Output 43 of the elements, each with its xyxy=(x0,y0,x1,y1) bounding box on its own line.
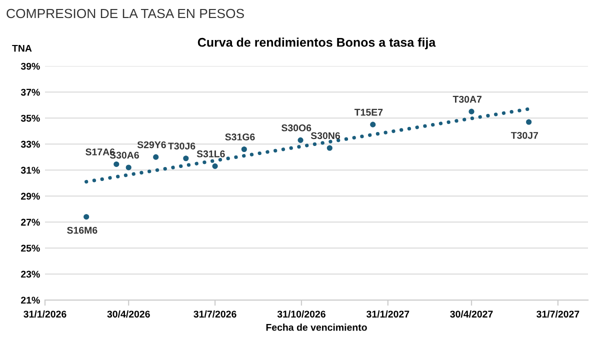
annotation: S31L6 xyxy=(196,150,225,158)
annotation: S16M6 xyxy=(67,226,98,234)
x-tick-label: 30/4/2027 xyxy=(450,310,493,318)
y-axis-title: TNA xyxy=(12,44,32,52)
y-tick-label: 21% xyxy=(21,296,40,304)
y-tick-label: 39% xyxy=(20,62,40,70)
y-tick-label: 37% xyxy=(20,88,40,96)
point xyxy=(526,119,532,125)
annotation: S30N6 xyxy=(310,132,340,140)
point xyxy=(183,156,189,162)
y-tick-label: 35% xyxy=(20,114,40,122)
x-tick-label: 31/1/2026 xyxy=(24,310,66,318)
point xyxy=(126,164,132,170)
annotation: S30O6 xyxy=(282,124,312,132)
point xyxy=(84,214,90,220)
point xyxy=(153,154,159,160)
x-tick-label: 31/7/2026 xyxy=(194,310,236,318)
x-tick-label: 31/7/2027 xyxy=(536,310,580,318)
y-tick-label: 31% xyxy=(20,166,40,174)
x-tick-label: 31/10/2026 xyxy=(277,310,326,318)
point xyxy=(370,122,376,128)
annotation: S31G6 xyxy=(225,134,255,140)
y-tick-label: 25% xyxy=(21,244,40,252)
y-tick-label: 29% xyxy=(21,192,40,200)
x-axis-title: Fecha de vencimiento xyxy=(266,324,367,331)
annotation: S29Y6 xyxy=(137,141,166,148)
x-tick-label: 31/1/2027 xyxy=(366,310,410,318)
y-tick-label: 23% xyxy=(21,270,40,278)
annotation: T15E7 xyxy=(354,108,383,116)
chart-title: COMPRESION DE LA TASA EN PESOS xyxy=(6,8,244,18)
annotation: T30A7 xyxy=(452,96,482,103)
point xyxy=(468,108,474,114)
chart-subtitle: Curva de rendimientos Bonos a tasa fija xyxy=(198,38,436,50)
x-tick-label: 30/4/2026 xyxy=(107,310,150,318)
annotation: T30J7 xyxy=(510,132,538,139)
point xyxy=(298,137,304,143)
point xyxy=(114,161,120,167)
point xyxy=(212,163,218,169)
annotation: T30J6 xyxy=(168,142,196,150)
point xyxy=(326,145,332,151)
y-tick-label: 27% xyxy=(21,218,40,226)
y-tick-label: 33% xyxy=(20,140,40,148)
point xyxy=(241,146,247,152)
